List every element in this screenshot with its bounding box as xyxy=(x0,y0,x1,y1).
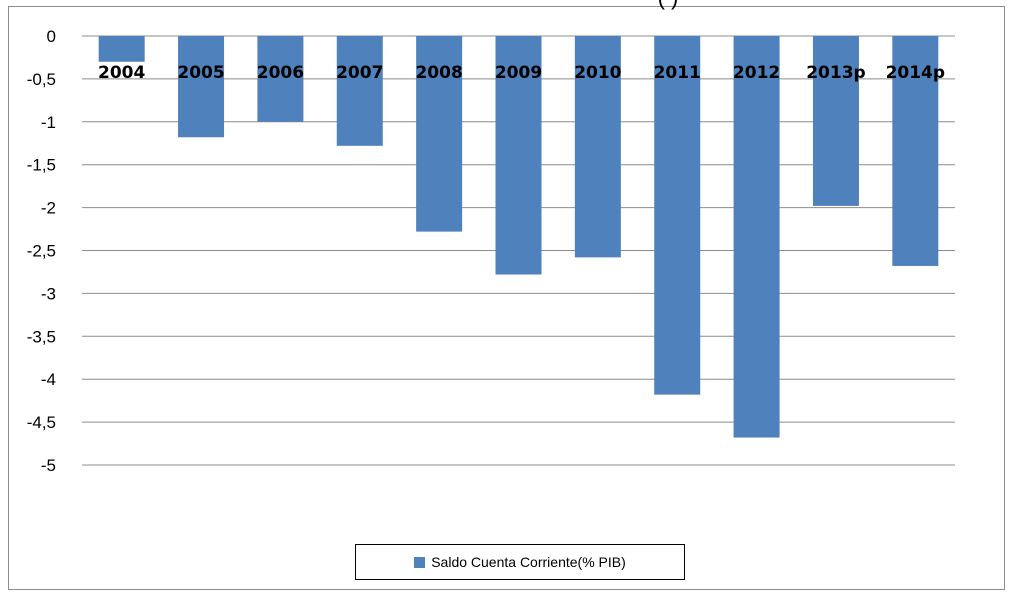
y-axis-ticks: 0 -0,5 -1 -1,5 -2 -2,5 -3 -3,5 -4 -4,5 -5 xyxy=(27,27,56,475)
legend-swatch xyxy=(414,556,426,568)
category-label-2014p: 2014p xyxy=(886,63,945,83)
bar-2010 xyxy=(574,36,621,258)
y-tick-label: -4 xyxy=(41,370,56,389)
chart-title: ( ) xyxy=(658,0,679,10)
bar-2006 xyxy=(257,36,304,122)
y-tick-label: -4,5 xyxy=(27,413,56,432)
y-tick-label: 0 xyxy=(47,27,56,46)
category-label-2005: 2005 xyxy=(177,63,224,83)
y-tick-label: -3 xyxy=(41,284,56,303)
bars xyxy=(98,36,939,438)
y-tick-label: -1,5 xyxy=(27,156,56,175)
bar-2013p xyxy=(812,36,859,206)
bar-2007 xyxy=(336,36,383,146)
y-tick-label: -3,5 xyxy=(27,327,56,346)
bar-2012 xyxy=(733,36,780,438)
gridlines xyxy=(82,35,955,466)
y-tick-label: -5 xyxy=(41,456,56,475)
chart-title-fragment: ( ) xyxy=(658,0,679,10)
category-label-2009: 2009 xyxy=(495,63,542,83)
bar-2005 xyxy=(178,36,225,138)
category-label-2004: 2004 xyxy=(98,63,145,83)
category-label-2008: 2008 xyxy=(415,63,462,83)
y-tick-label: -2 xyxy=(41,199,56,218)
category-label-2013p: 2013p xyxy=(806,63,865,83)
legend-label: Saldo Cuenta Corriente(% PIB) xyxy=(431,554,626,570)
legend: Saldo Cuenta Corriente(% PIB) xyxy=(355,544,685,580)
bar-2009 xyxy=(495,36,542,275)
bar-2011 xyxy=(654,36,701,395)
category-label-2012: 2012 xyxy=(733,63,780,83)
bar-2004 xyxy=(98,36,145,62)
category-label-2006: 2006 xyxy=(257,63,304,83)
category-label-2010: 2010 xyxy=(574,63,621,83)
y-tick-label: -0,5 xyxy=(27,70,56,89)
bar-2008 xyxy=(416,36,463,232)
y-tick-label: -2,5 xyxy=(27,242,56,261)
category-label-2007: 2007 xyxy=(336,63,383,83)
category-labels: 2004 2005 2006 2007 2008 2009 2010 2011 2012 2013… xyxy=(98,63,945,83)
bar-2014p xyxy=(892,36,939,266)
category-label-2011: 2011 xyxy=(654,63,701,83)
y-tick-label: -1 xyxy=(41,113,56,132)
